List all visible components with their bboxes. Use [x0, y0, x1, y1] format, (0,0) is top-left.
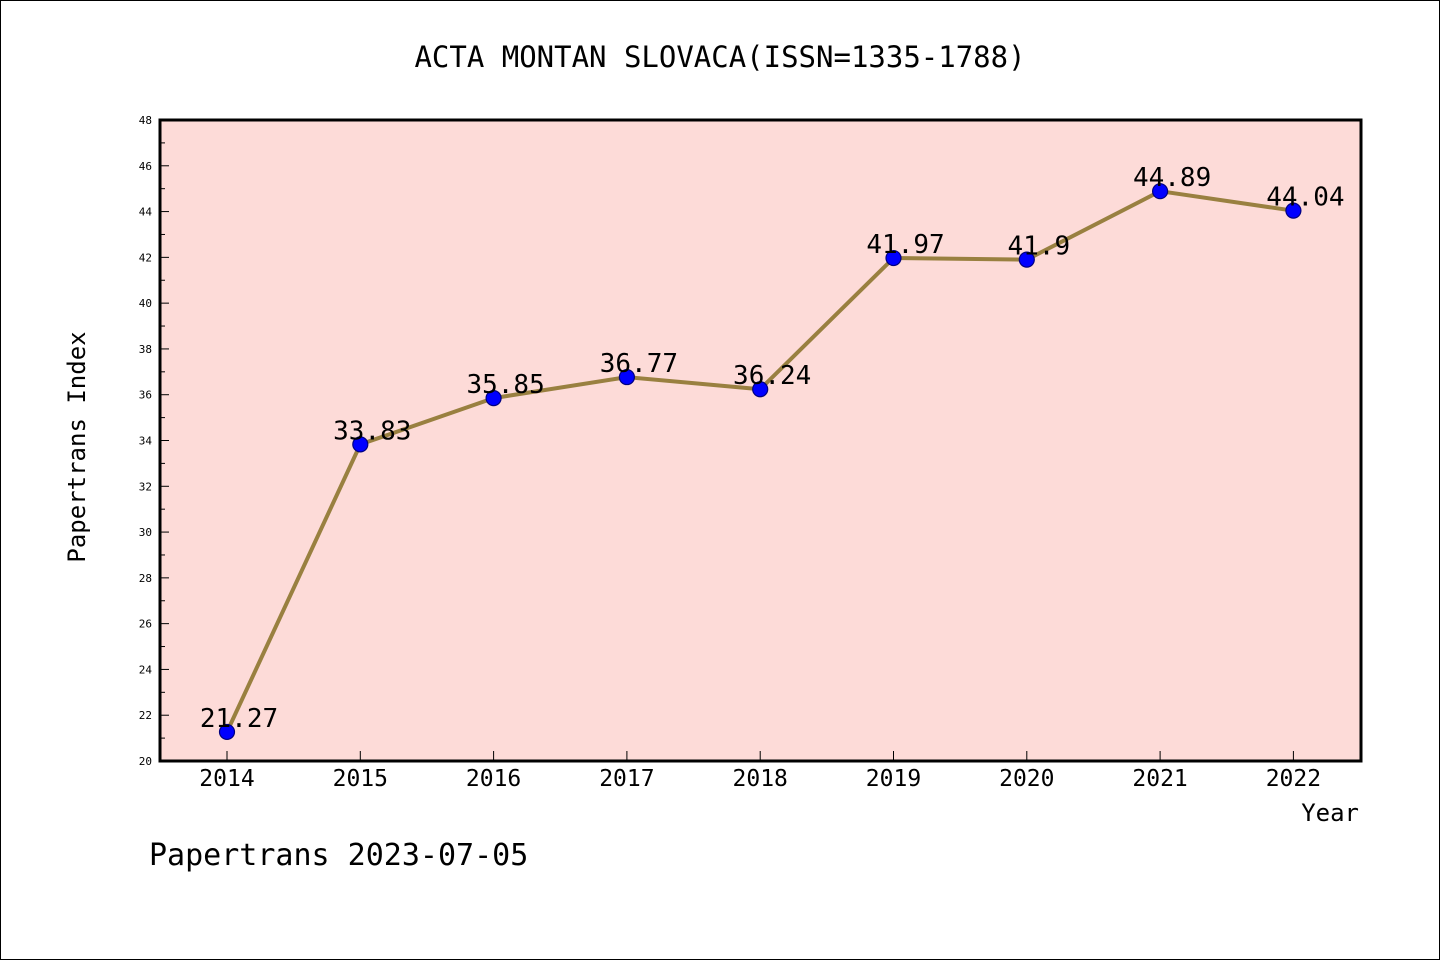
y-tick-label: 22 — [139, 709, 152, 722]
data-label: 21.27 — [200, 704, 278, 734]
data-label: 33.83 — [333, 416, 411, 446]
y-tick-label: 46 — [139, 160, 152, 173]
y-axis: 20 22 24 26 28 30 32 34 36 38 40 42 44 46 48 — [139, 114, 169, 768]
data-point — [752, 381, 769, 398]
x-axis: 2014 2015 2016 2017 2018 2019 2020 2021 2022 — [199, 751, 1321, 792]
data-label: 36.77 — [600, 349, 678, 379]
y-tick-label: 40 — [139, 297, 152, 310]
footer-text: Papertrans 2023-07-05 — [149, 838, 528, 873]
data-point — [1151, 183, 1169, 200]
data-label: 41.9 — [1007, 232, 1070, 262]
x-tick-label: 2019 — [866, 766, 921, 792]
y-tick-label: 28 — [139, 572, 152, 585]
chart-title: ACTA MONTAN SLOVACA(ISSN=1335-1788) — [414, 40, 1025, 74]
series-layer: 21.27 33.83 35.85 36.77 36.24 41.97 41.9 44.89 4… — [200, 163, 1345, 741]
x-tick-label: 2017 — [599, 766, 654, 792]
x-tick-label: 2021 — [1132, 766, 1187, 792]
data-label: 41.97 — [866, 230, 944, 260]
data-point — [1018, 251, 1035, 268]
data-point — [352, 436, 369, 453]
data-label: 35.85 — [466, 370, 544, 400]
y-tick-label: 44 — [139, 206, 153, 219]
x-tick-label: 2018 — [733, 766, 788, 792]
x-axis-label: Year — [1301, 799, 1359, 827]
x-tick-label: 2020 — [999, 766, 1054, 792]
y-tick-label: 42 — [139, 251, 152, 264]
y-tick-label: 20 — [139, 755, 152, 768]
y-axis-label: Papertrans Index — [63, 331, 91, 562]
data-point — [885, 249, 902, 267]
x-tick-label: 2022 — [1266, 766, 1321, 792]
y-tick-label: 30 — [139, 526, 152, 539]
x-tick-label: 2016 — [466, 766, 521, 792]
x-tick-label: 2014 — [199, 766, 254, 792]
data-label: 36.24 — [733, 361, 811, 391]
y-tick-label: 32 — [139, 480, 152, 493]
y-tick-label: 26 — [139, 618, 152, 631]
data-label: 44.04 — [1266, 183, 1344, 213]
y-tick-label: 34 — [139, 435, 153, 448]
data-point — [218, 723, 236, 741]
plot-border — [158, 118, 1363, 763]
x-tick-label: 2015 — [333, 766, 388, 792]
y-tick-label: 36 — [139, 389, 152, 402]
y-tick-label: 48 — [139, 114, 152, 127]
y-tick-label: 38 — [139, 343, 152, 356]
y-tick-label: 24 — [139, 663, 153, 676]
data-point — [618, 368, 636, 386]
data-label: 44.89 — [1133, 163, 1211, 193]
data-point — [485, 390, 502, 407]
data-point — [1285, 202, 1302, 219]
